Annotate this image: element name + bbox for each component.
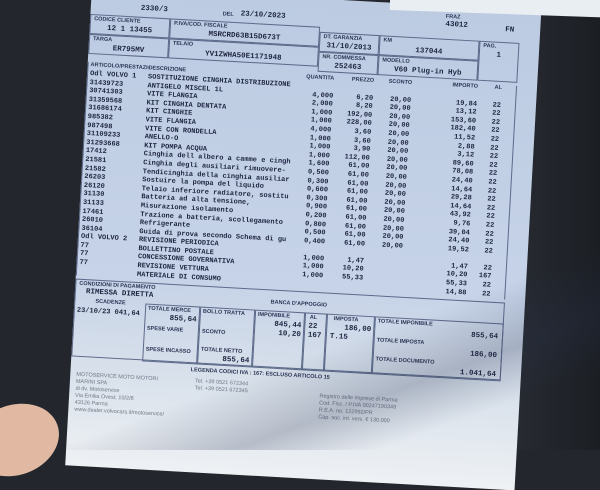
rate: 167: [307, 331, 322, 341]
tax-note: T.15: [329, 332, 348, 342]
total-net: 855,64: [222, 355, 250, 366]
label: TOTALE MERCE: [147, 305, 192, 315]
page-number: 1: [496, 51, 502, 60]
label: TOTALE IMPONIBILE: [377, 318, 433, 328]
date-label: DEL: [222, 11, 234, 18]
net-box: BOLLO TRATTA SCONTO TOTALE NETTO 855,64: [197, 306, 256, 368]
tax-box: IMPOSTA 186,00 T.15: [323, 313, 376, 375]
hand: [0, 391, 70, 489]
label: TOTALE DOCUMENTO: [375, 356, 435, 366]
label: TOTALE NETTO: [200, 346, 243, 355]
items-table: ARTICOLO/PRESTAZIONE DESCRIZIONE QUANTIT…: [75, 61, 518, 300]
invoice-document: 2330/3 DEL 23/10/2023 FRAZ 43012 FN CODI…: [65, 0, 542, 490]
quantity: [286, 279, 322, 290]
fraz-value: 43012: [445, 20, 469, 31]
plate-cell: TARGA ER795MV: [88, 33, 170, 59]
label: IMPOSTA: [333, 316, 359, 324]
page-cell: PAG. 1: [477, 40, 520, 83]
tax: 186,00: [344, 324, 372, 335]
fn-code: FN: [504, 26, 515, 35]
total-goods: 855,64: [169, 314, 197, 325]
warranty-date: 31/10/2013: [326, 41, 372, 53]
grand-totals-box: TOTALE IMPONIBILE 855,64 TOTALE IMPOSTA …: [371, 316, 504, 382]
invoice-date: 23/10/2023: [240, 10, 286, 21]
document-total: 1.041,64: [459, 369, 497, 380]
order-number: 252463: [334, 62, 362, 72]
due-dates-label: SCADENZE: [95, 298, 126, 307]
discount: [362, 283, 400, 294]
label: SCONTO: [201, 328, 226, 336]
label: AL: [309, 314, 318, 322]
total-tax: 186,00: [469, 350, 498, 361]
goods-box: TOTALE MERCE 855,64 SPESE VARIE SPESE IN…: [142, 303, 201, 365]
due-date: 23/10/23 041,64: [76, 306, 140, 319]
rate: 22: [308, 322, 318, 332]
taxable-167: 10,20: [278, 329, 302, 340]
model-cell: MODELLO V60 Plug-in Hyb: [377, 55, 479, 81]
label: TOTALE IMPOSTA: [376, 337, 425, 347]
label: BOLLO TRATTA: [202, 308, 246, 318]
label: IMPONIBILE: [257, 311, 291, 320]
invoice-number: 2330/3: [140, 4, 169, 15]
label: SPESE VARIE: [146, 325, 184, 334]
total-taxable: 855,64: [470, 331, 499, 342]
label: SPESE INCASSO: [145, 346, 191, 356]
vat-code: 22: [481, 289, 491, 299]
price: [322, 281, 362, 292]
order-cell: NR. COMMESSA 252463: [317, 51, 379, 76]
bank-label: BANCA D'APPOGGIO: [270, 299, 328, 309]
taxable-box: IMPONIBILE 845,44 10,20: [251, 309, 306, 371]
